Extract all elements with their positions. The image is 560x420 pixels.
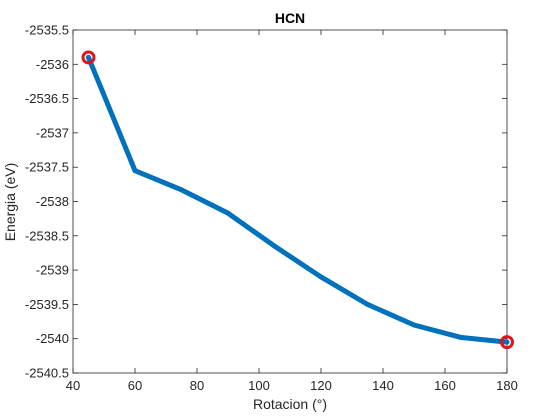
y-tick-label: -2536: [36, 57, 69, 72]
energy-data-point: [411, 322, 417, 328]
highlight-marker: [500, 335, 514, 350]
y-tick-label: -2537: [36, 125, 69, 140]
y-tick-label: -2537.5: [25, 160, 69, 175]
energy-data-point: [86, 54, 91, 60]
y-tick-label: -2540: [36, 331, 69, 346]
energy-series-line: [86, 54, 510, 345]
chart-title: HCN: [275, 10, 305, 26]
x-tick-label: 180: [496, 378, 518, 393]
y-tick-label: -2535.5: [25, 23, 69, 38]
x-axis-label: Rotacion (°): [253, 396, 327, 412]
y-tick-label: -2539.5: [25, 297, 69, 312]
y-axis-label: Energia (eV): [2, 163, 18, 242]
x-tick-label: 120: [310, 378, 332, 393]
energy-data-point: [458, 334, 463, 340]
x-tick-label: 100: [248, 378, 270, 393]
x-axis-ticks: 40 60 80 100 120 140 160 180: [66, 30, 518, 393]
y-tick-label: -2536.5: [25, 91, 69, 106]
x-tick-label: 160: [434, 378, 456, 393]
y-tick-label: -2540.5: [25, 366, 69, 381]
energy-data-point: [504, 339, 510, 345]
x-tick-label: 80: [190, 378, 204, 393]
x-tick-label: 40: [66, 378, 80, 393]
energy-data-point: [179, 187, 184, 193]
energy-data-point: [132, 168, 138, 174]
axes-box: [72, 29, 508, 374]
y-tick-label: -2538: [36, 194, 69, 209]
y-tick-label: -2539: [36, 263, 69, 278]
series-layer: [86, 54, 510, 345]
energy-data-point: [225, 210, 231, 216]
energy-data-point: [318, 274, 324, 280]
y-tick-label: -2538.5: [25, 228, 69, 243]
energy-data-point: [272, 243, 277, 249]
plot-area: [72, 29, 508, 374]
x-tick-label: 60: [128, 378, 142, 393]
x-tick-label: 140: [372, 378, 394, 393]
y-axis-ticks: -2535.5 -2536 -2536.5 -2537 -2537.5 -2538 -253…: [25, 23, 507, 381]
highlight-marker: [81, 50, 96, 65]
marker-layer: [81, 50, 514, 350]
energy-data-point: [365, 301, 370, 307]
